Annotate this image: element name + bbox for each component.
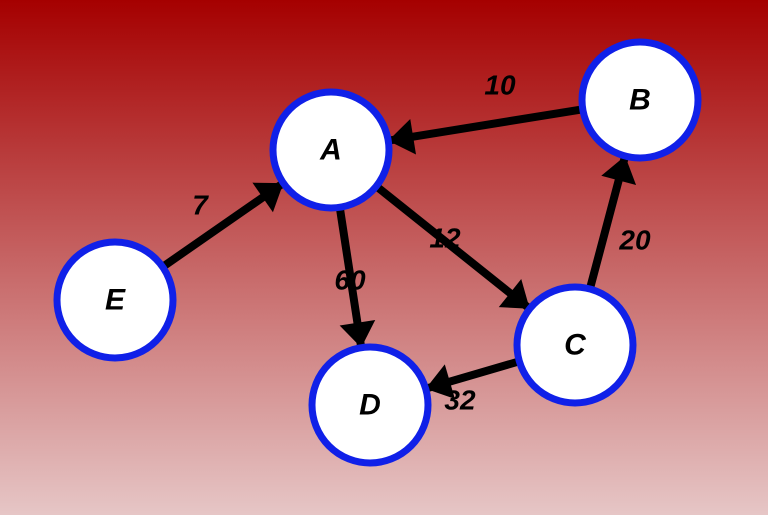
node-label: A [319,134,342,167]
edge-weight-label: 60 [334,265,366,296]
node-B: B [582,42,698,158]
graph-svg: 7 10 12 60 20 32 A B C D E [0,0,768,515]
node-C: C [517,287,633,403]
node-E: E [57,242,173,358]
graph-canvas: 7 10 12 60 20 32 A B C D E [0,0,768,515]
node-label: B [629,84,651,117]
node-A: A [273,92,389,208]
edge-weight-label: 10 [484,70,516,101]
edge-weight-label: 12 [429,223,461,254]
node-label: D [359,389,381,422]
node-label: E [105,284,126,317]
edge-weight-label: 7 [192,190,209,221]
edge-weight-label: 20 [618,225,651,256]
node-D: D [312,347,428,463]
edge-weight-label: 32 [444,385,476,416]
node-label: C [564,329,587,362]
